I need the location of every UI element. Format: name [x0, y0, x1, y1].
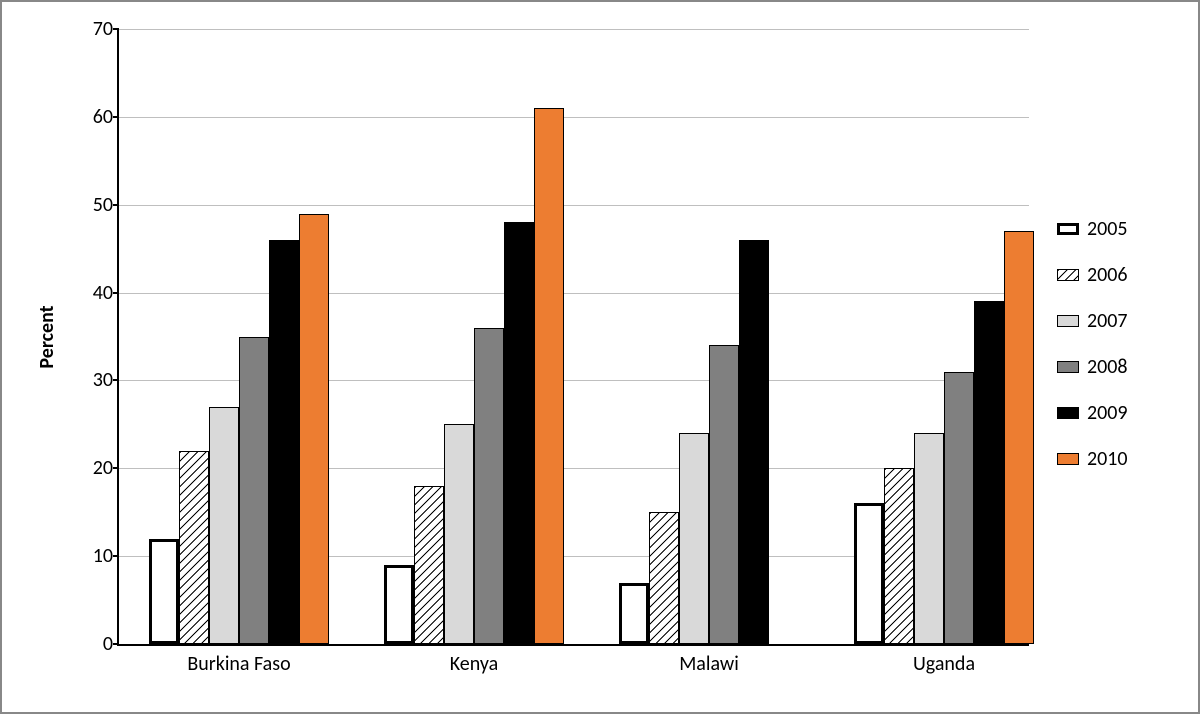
legend-item: 2009 [1057, 401, 1128, 425]
legend-item: 2010 [1057, 447, 1128, 471]
legend-label: 2007 [1087, 309, 1128, 333]
legend-swatch [1057, 361, 1079, 373]
bar [474, 328, 504, 644]
bar [149, 539, 179, 644]
bar [269, 240, 299, 644]
bar [739, 240, 769, 644]
ytick-label: 70 [93, 17, 113, 41]
legend-item: 2008 [1057, 355, 1128, 379]
legend-swatch [1057, 315, 1079, 327]
bar [709, 345, 739, 644]
ytick-label: 10 [93, 544, 113, 568]
bar [504, 222, 534, 644]
bar [299, 214, 329, 645]
ytick-label: 0 [103, 632, 113, 656]
y-axis-label: Percent [35, 305, 59, 368]
bars-layer [119, 29, 1029, 644]
legend-swatch [1057, 407, 1079, 419]
legend-swatch [1057, 453, 1079, 465]
legend-swatch [1057, 269, 1079, 281]
bar [209, 407, 239, 644]
legend-item: 2006 [1057, 263, 1128, 287]
bar [914, 433, 944, 644]
legend-item: 2005 [1057, 217, 1128, 241]
legend: 2005 2006 2007 2008 2009 2010 [1057, 217, 1128, 493]
xtick-label: Kenya [450, 652, 498, 676]
bar [534, 108, 564, 644]
bar [239, 337, 269, 645]
legend-label: 2009 [1087, 401, 1128, 425]
ytick-label: 50 [93, 193, 113, 217]
ytick-label: 20 [93, 456, 113, 480]
bar [384, 565, 414, 644]
bar [854, 503, 884, 644]
bar [679, 433, 709, 644]
bar [444, 424, 474, 644]
legend-label: 2005 [1087, 217, 1128, 241]
ytick-label: 40 [93, 281, 113, 305]
chart-frame: 0 10 20 30 40 50 60 70 Burkina Faso Kenya Malawi Ug… [0, 0, 1200, 714]
ytick-label: 30 [93, 368, 113, 392]
bar [414, 486, 444, 644]
xtick-label: Uganda [913, 652, 975, 676]
xtick-label: Burkina Faso [187, 652, 290, 676]
plot-area: 010203040506070Burkina FasoKenyaMalawiUg… [117, 29, 1029, 646]
legend-label: 2008 [1087, 355, 1128, 379]
bar [944, 372, 974, 644]
legend-label: 2006 [1087, 263, 1128, 287]
xtick-label: Malawi [679, 652, 739, 676]
legend-label: 2010 [1087, 447, 1128, 471]
legend-swatch [1057, 223, 1079, 235]
legend-item: 2007 [1057, 309, 1128, 333]
bar [1004, 231, 1034, 644]
bar [619, 583, 649, 645]
bar [974, 301, 1004, 644]
bar [649, 512, 679, 644]
bar [179, 451, 209, 644]
bar [884, 468, 914, 644]
ytick-label: 60 [93, 105, 113, 129]
